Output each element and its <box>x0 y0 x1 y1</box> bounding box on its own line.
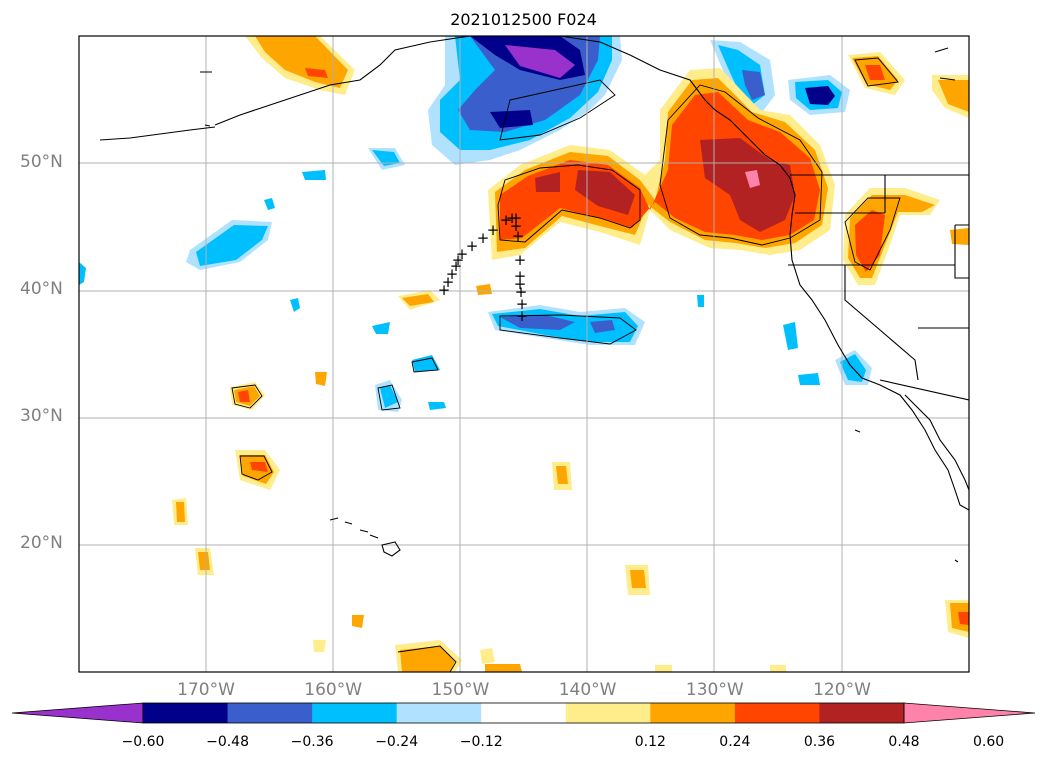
colorbar-segment <box>650 703 736 723</box>
track-marker: + <box>466 237 479 255</box>
track-marker: + <box>438 281 451 299</box>
negative-anomaly-west-pacific <box>79 148 872 412</box>
colorbar-tick-label: −0.12 <box>459 734 503 750</box>
colorbar-tick-label: −0.48 <box>206 734 249 750</box>
lon-label: 120°W <box>813 680 871 700</box>
track-markers: ++++++++++++++++++++ <box>438 209 529 325</box>
lat-label: 50°N <box>20 152 63 172</box>
negative-anomaly-north-pacific <box>428 36 622 165</box>
colorbar-tick-label: −0.60 <box>121 734 165 750</box>
colorbar-tick-label: −0.36 <box>290 734 334 750</box>
track-marker: + <box>515 283 528 301</box>
track-marker: + <box>514 267 527 285</box>
colorbar-tick-label: 0.36 <box>803 734 836 750</box>
track-marker: + <box>516 295 529 313</box>
track-marker: + <box>456 245 469 263</box>
track-marker: + <box>506 209 519 227</box>
track-marker: + <box>446 265 459 283</box>
aleutian-chain <box>99 126 216 141</box>
colorbar-tick-label: 0.60 <box>972 734 1005 750</box>
track-marker: + <box>514 275 527 293</box>
colorbar-tick-label: 0.24 <box>719 734 751 750</box>
anomaly-field <box>79 36 969 672</box>
lon-label: 150°W <box>431 680 490 700</box>
lon-label: 130°W <box>685 680 744 700</box>
colorbar-segment <box>481 703 567 723</box>
hawaii-islands <box>329 517 401 557</box>
track-marker: + <box>514 251 527 269</box>
track-marker: + <box>442 273 455 291</box>
track-marker: + <box>512 227 525 245</box>
graticule <box>79 36 969 672</box>
coastlines <box>99 36 969 563</box>
positive-anomaly-interior-west <box>843 188 969 285</box>
track-marker: + <box>450 257 463 275</box>
baja-coast <box>904 394 969 491</box>
colorbar-extend-high <box>903 702 1036 724</box>
colorbar-segment <box>227 703 313 723</box>
colorbar-tick-label: 0.12 <box>634 734 666 750</box>
lat-label: 20°N <box>20 533 63 553</box>
contour-lines <box>231 57 901 672</box>
colorbar-tick-label: −0.24 <box>375 734 419 750</box>
colorbar-segment <box>143 703 229 723</box>
lat-label: 40°N <box>20 279 63 299</box>
lon-label: 160°W <box>304 680 363 700</box>
lon-label: 140°W <box>558 680 617 700</box>
map-title: 2021012500 F024 <box>450 10 597 29</box>
state-borders <box>788 174 969 401</box>
positive-anomaly-small-cells <box>172 284 969 672</box>
colorbar-outline <box>142 702 905 724</box>
colorbar-segment <box>819 703 905 723</box>
small-islands <box>200 47 959 563</box>
track-marker: + <box>452 251 465 269</box>
colorbar-segment <box>312 703 398 723</box>
lon-label: 170°W <box>177 680 235 700</box>
positive-anomaly-aleutians <box>245 36 969 118</box>
colorbar-segment <box>565 703 651 723</box>
positive-anomaly-main-ridge <box>488 68 835 260</box>
colorbar-tick-label: 0.48 <box>888 734 920 750</box>
alaska-coast <box>214 36 969 511</box>
lat-label: 30°N <box>20 406 63 426</box>
colorbar-extend-low <box>11 702 144 724</box>
colorbar <box>11 702 1036 724</box>
track-marker: + <box>477 229 490 247</box>
track-marker: + <box>487 221 500 239</box>
track-marker: + <box>500 211 513 229</box>
map-frame <box>78 35 970 673</box>
colorbar-segment <box>396 703 482 723</box>
colorbar-segment <box>734 703 820 723</box>
track-marker: + <box>510 217 523 235</box>
track-marker: + <box>516 307 529 325</box>
negative-anomaly-gulf-alaska <box>710 40 850 115</box>
track-marker: + <box>510 209 523 227</box>
